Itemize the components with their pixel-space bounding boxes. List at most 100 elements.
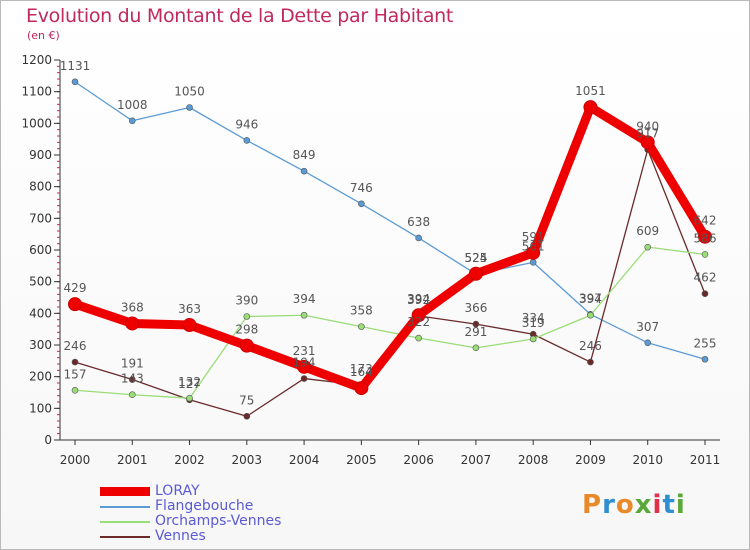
- data-point: [529, 259, 537, 266]
- data-point: [583, 100, 598, 115]
- x-tick-label: 2003: [232, 453, 263, 467]
- data-point: [644, 243, 652, 251]
- y-tick-label: 1200: [21, 53, 52, 67]
- data-point: [300, 311, 308, 319]
- legend-label: Vennes: [155, 528, 206, 544]
- y-tick-label: 800: [29, 180, 52, 194]
- y-tick-label: 900: [29, 148, 52, 162]
- data-label: 940: [636, 119, 659, 133]
- data-labels-layer: 429 368 363 298 231 164 394 525 591 1051 940 642 113…: [60, 59, 717, 407]
- data-label: 358: [350, 304, 373, 318]
- series-vennes: [71, 146, 709, 420]
- data-label: 255: [694, 336, 717, 350]
- chart-subtitle: (en €): [27, 29, 60, 42]
- data-point: [186, 104, 193, 111]
- data-point: [128, 117, 136, 125]
- data-point: [587, 358, 594, 366]
- x-tick-label: 2000: [60, 453, 91, 467]
- data-label: 322: [407, 315, 430, 329]
- data-label: 1008: [117, 98, 148, 112]
- data-label: 1131: [60, 59, 91, 73]
- data-point: [358, 200, 365, 208]
- data-point: [415, 334, 422, 342]
- y-tick-label: 300: [29, 338, 52, 352]
- data-point: [529, 335, 537, 343]
- data-point: [354, 381, 369, 396]
- data-label: 75: [239, 393, 254, 407]
- legend-label: Flangebouche: [155, 498, 254, 514]
- data-label: 246: [64, 339, 87, 353]
- y-tick-label: 1100: [21, 85, 52, 99]
- data-label: 638: [407, 215, 430, 229]
- series-layer: [68, 78, 712, 420]
- data-label: 1051: [575, 84, 606, 98]
- data-label: 392: [407, 293, 430, 307]
- data-point: [71, 358, 79, 366]
- proxiti-logo: Proxiti: [582, 490, 686, 520]
- data-label: 524: [464, 251, 487, 265]
- data-label: 462: [694, 271, 717, 285]
- y-tick-label: 1000: [21, 116, 52, 130]
- data-label: 609: [636, 224, 659, 238]
- x-tick-label: 2005: [346, 453, 377, 467]
- data-label: 298: [235, 323, 258, 337]
- data-point: [128, 391, 136, 399]
- data-label: 917: [636, 127, 659, 141]
- data-point: [186, 394, 193, 402]
- data-point: [526, 245, 541, 260]
- legend-swatch: [100, 506, 150, 508]
- x-tick-label: 2008: [518, 453, 549, 467]
- data-point: [468, 266, 483, 281]
- data-label: 849: [293, 148, 316, 162]
- data-label: 363: [178, 302, 201, 316]
- data-point: [128, 376, 136, 383]
- data-label: 394: [579, 292, 602, 306]
- data-point: [701, 251, 709, 258]
- data-label: 164: [350, 365, 373, 379]
- y-tick-label: 500: [29, 275, 52, 289]
- data-point: [125, 316, 140, 331]
- data-point: [640, 135, 655, 150]
- data-point: [300, 375, 308, 382]
- y-tick-label: 600: [29, 243, 52, 257]
- data-label: 561: [522, 239, 545, 253]
- series-line: [74, 81, 706, 360]
- data-label: 143: [121, 372, 144, 386]
- legend-swatch: [100, 521, 150, 523]
- data-label: 394: [407, 292, 430, 306]
- data-label: 591: [522, 230, 545, 244]
- data-point: [587, 311, 594, 319]
- data-label: 429: [64, 281, 87, 295]
- data-label: 132: [178, 375, 201, 389]
- data-point: [71, 78, 79, 86]
- x-tick-label: 2010: [632, 453, 663, 467]
- data-point: [297, 359, 312, 374]
- y-tick-label: 400: [29, 306, 52, 320]
- y-tick-label: 200: [29, 370, 52, 384]
- data-point: [71, 386, 79, 394]
- series-line: [70, 102, 710, 393]
- x-tick-label: 2002: [174, 453, 205, 467]
- data-label: 231: [293, 344, 316, 358]
- data-label: 397: [579, 291, 602, 305]
- data-point: [644, 339, 652, 347]
- x-tick-label: 2006: [403, 453, 434, 467]
- data-label: 746: [350, 181, 373, 195]
- legend-swatch: [100, 536, 150, 538]
- data-label: 946: [235, 117, 258, 131]
- data-label: 525: [464, 251, 487, 265]
- series-loray: [68, 100, 712, 396]
- x-tick-label: 2011: [690, 453, 721, 467]
- data-label: 1050: [174, 85, 205, 99]
- data-label: 191: [121, 357, 144, 371]
- data-point: [411, 308, 426, 323]
- x-tick-label: 2001: [117, 453, 148, 467]
- x-tick-label: 2004: [289, 453, 320, 467]
- y-tick-label: 0: [44, 433, 52, 447]
- data-point: [415, 234, 422, 242]
- data-label: 642: [694, 214, 717, 228]
- data-label: 390: [235, 294, 258, 308]
- data-point: [300, 167, 308, 175]
- data-label: 319: [522, 316, 545, 330]
